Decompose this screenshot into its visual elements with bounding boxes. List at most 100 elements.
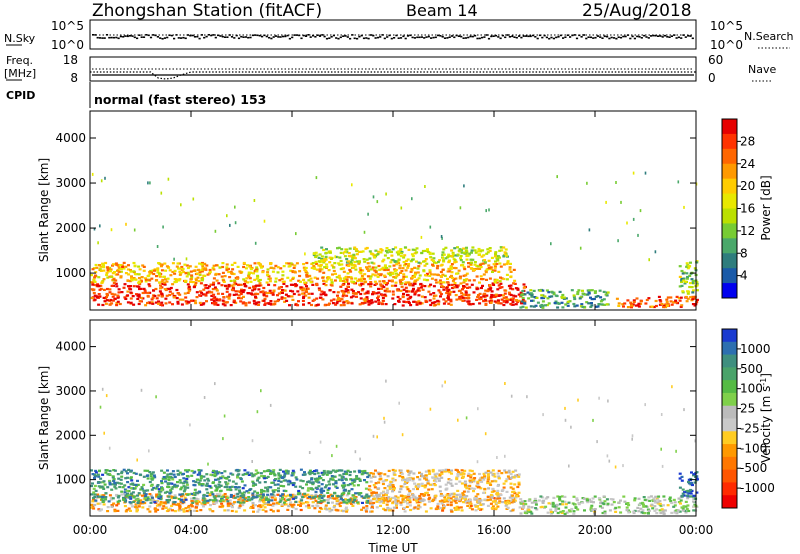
data-cell bbox=[377, 273, 381, 276]
data-cell bbox=[402, 275, 406, 278]
data-cell bbox=[438, 500, 442, 503]
data-cell bbox=[564, 297, 568, 300]
data-cell bbox=[403, 264, 406, 267]
data-cell bbox=[116, 500, 120, 503]
data-cell bbox=[325, 473, 329, 476]
data-cell bbox=[650, 305, 654, 308]
data-cell bbox=[519, 512, 523, 515]
data-cell bbox=[502, 277, 506, 281]
data-cell bbox=[643, 512, 647, 515]
data-cell bbox=[294, 496, 298, 500]
data-cell bbox=[457, 418, 459, 422]
data-cell bbox=[151, 302, 155, 305]
data-cell bbox=[400, 278, 404, 281]
data-cell bbox=[564, 503, 568, 506]
data-cell bbox=[450, 249, 454, 252]
data-cell bbox=[217, 282, 221, 285]
data-cell bbox=[366, 475, 370, 479]
data-cell bbox=[166, 277, 170, 280]
nsky-point bbox=[112, 36, 115, 39]
data-cell bbox=[228, 499, 232, 502]
data-cell bbox=[135, 498, 139, 501]
data-cell bbox=[622, 305, 625, 308]
data-cell bbox=[486, 473, 490, 476]
data-cell bbox=[683, 205, 685, 209]
data-cell bbox=[421, 249, 425, 253]
data-cell bbox=[696, 478, 699, 481]
data-cell bbox=[301, 289, 305, 292]
nsky-point bbox=[335, 37, 338, 39]
nsky-point bbox=[562, 37, 565, 39]
data-cell bbox=[163, 281, 166, 284]
data-cell bbox=[499, 282, 503, 285]
data-cell bbox=[429, 256, 433, 259]
data-cell bbox=[205, 473, 209, 476]
data-cell bbox=[185, 510, 189, 513]
data-cell bbox=[530, 506, 534, 509]
data-cell bbox=[263, 297, 267, 300]
data-cell bbox=[270, 499, 274, 502]
data-cell bbox=[185, 477, 189, 481]
nsky-point bbox=[508, 36, 511, 38]
data-cell bbox=[254, 472, 258, 476]
data-cell bbox=[258, 500, 262, 503]
data-cell bbox=[494, 252, 497, 255]
data-cell bbox=[213, 286, 217, 289]
data-cell bbox=[179, 508, 183, 512]
data-cell bbox=[226, 496, 230, 499]
data-cell bbox=[507, 469, 511, 472]
data-cell bbox=[399, 503, 403, 506]
data-cell bbox=[306, 497, 310, 500]
data-cell bbox=[633, 497, 637, 500]
data-cell bbox=[110, 505, 114, 508]
data-cell bbox=[695, 283, 699, 286]
data-cell bbox=[579, 246, 582, 250]
data-cell bbox=[519, 306, 523, 309]
data-cell bbox=[366, 275, 370, 278]
data-cell bbox=[335, 486, 339, 489]
data-cell bbox=[438, 473, 442, 476]
y-tick-label: 4000 bbox=[55, 131, 86, 145]
data-cell bbox=[146, 469, 150, 472]
data-cell bbox=[120, 475, 124, 478]
data-cell bbox=[619, 511, 623, 514]
data-cell bbox=[637, 302, 641, 305]
data-cell bbox=[222, 296, 226, 299]
data-cell bbox=[325, 508, 329, 511]
data-cell bbox=[402, 273, 406, 276]
data-cell bbox=[334, 481, 338, 484]
data-cell bbox=[100, 498, 104, 501]
data-cell bbox=[277, 474, 281, 477]
data-cell bbox=[329, 251, 332, 254]
data-cell bbox=[320, 471, 324, 474]
data-cell bbox=[537, 499, 541, 502]
data-cell bbox=[691, 298, 695, 301]
data-cell bbox=[338, 256, 342, 259]
data-cell bbox=[481, 278, 485, 281]
data-cell bbox=[528, 498, 532, 501]
data-cell bbox=[475, 267, 479, 270]
data-cell bbox=[180, 499, 184, 502]
data-cell bbox=[246, 264, 249, 267]
data-cell bbox=[242, 501, 246, 504]
data-cell bbox=[186, 493, 190, 496]
data-cell bbox=[358, 283, 362, 286]
data-cell bbox=[520, 293, 524, 296]
data-cell bbox=[375, 282, 379, 285]
data-cell bbox=[205, 300, 208, 303]
data-cell bbox=[273, 498, 277, 502]
data-cell bbox=[390, 279, 394, 282]
data-cell bbox=[125, 222, 127, 226]
data-cell bbox=[211, 266, 215, 270]
data-cell bbox=[201, 483, 205, 486]
data-cell bbox=[319, 501, 323, 505]
data-cell bbox=[392, 506, 396, 509]
data-cell bbox=[499, 246, 503, 249]
data-cell bbox=[348, 268, 352, 272]
data-cell bbox=[424, 484, 428, 487]
data-cell bbox=[212, 268, 216, 271]
data-cell bbox=[470, 487, 474, 490]
data-cell bbox=[447, 293, 451, 296]
nsky-point bbox=[615, 37, 618, 40]
data-cell bbox=[369, 499, 373, 502]
